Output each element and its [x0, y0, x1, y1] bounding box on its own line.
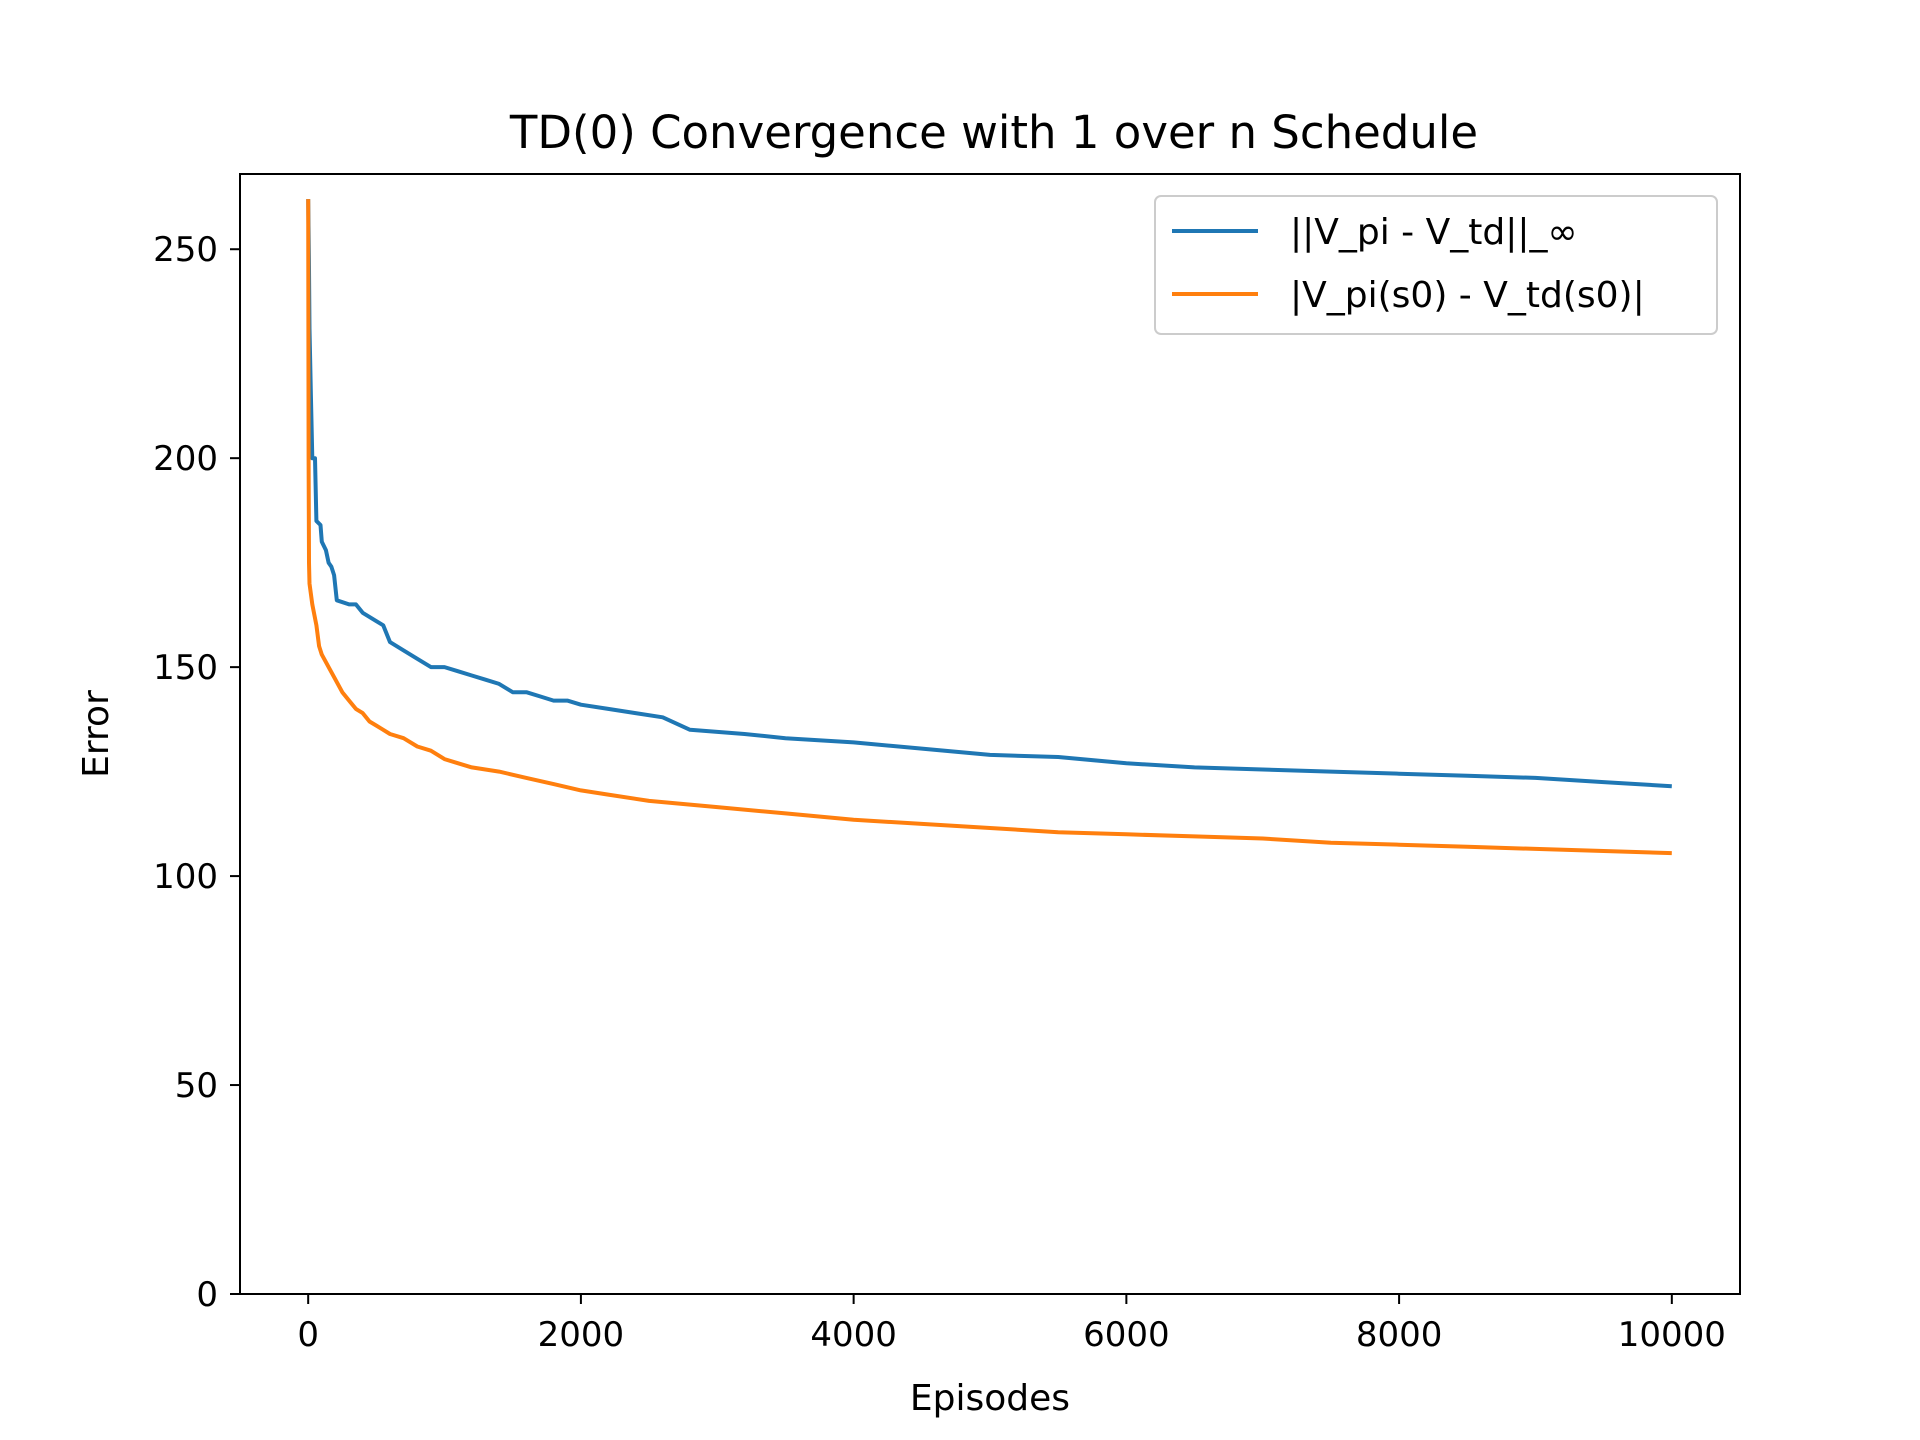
y-axis: 0 50 100 150 200 250	[153, 230, 240, 1315]
y-tick-label: 50	[175, 1066, 218, 1106]
y-tick-label: 250	[153, 230, 218, 270]
y-tick-label: 150	[153, 648, 218, 688]
legend: ||V_pi - V_td||_∞ |V_pi(s0) - V_td(s0)|	[1154, 195, 1718, 335]
x-axis: 0 2000 4000 6000 8000 10000	[297, 1294, 1726, 1355]
x-axis-label: Episodes	[910, 1378, 1070, 1419]
series-line-inf-norm	[306, 199, 1672, 789]
x-tick-label: 0	[297, 1315, 319, 1355]
y-axis-label: Error	[76, 690, 117, 778]
x-tick-label: 10000	[1618, 1315, 1726, 1355]
y-tick-label: 100	[153, 857, 218, 897]
series-line-s0-error	[306, 199, 1672, 856]
plot-frame	[239, 173, 1741, 1295]
x-tick-label: 4000	[810, 1315, 897, 1355]
legend-label-inf-norm: ||V_pi - V_td||_∞	[1290, 212, 1577, 253]
x-tick-label: 2000	[538, 1315, 625, 1355]
x-tick-label: 8000	[1356, 1315, 1443, 1355]
y-tick-label: 0	[196, 1275, 218, 1315]
chart-title: TD(0) Convergence with 1 over n Schedule	[509, 106, 1478, 159]
legend-box	[1154, 195, 1718, 335]
x-tick-label: 6000	[1083, 1315, 1170, 1355]
series-layer	[306, 199, 1672, 856]
y-tick-label: 200	[153, 439, 218, 479]
legend-label-s0-error: |V_pi(s0) - V_td(s0)|	[1290, 275, 1645, 316]
